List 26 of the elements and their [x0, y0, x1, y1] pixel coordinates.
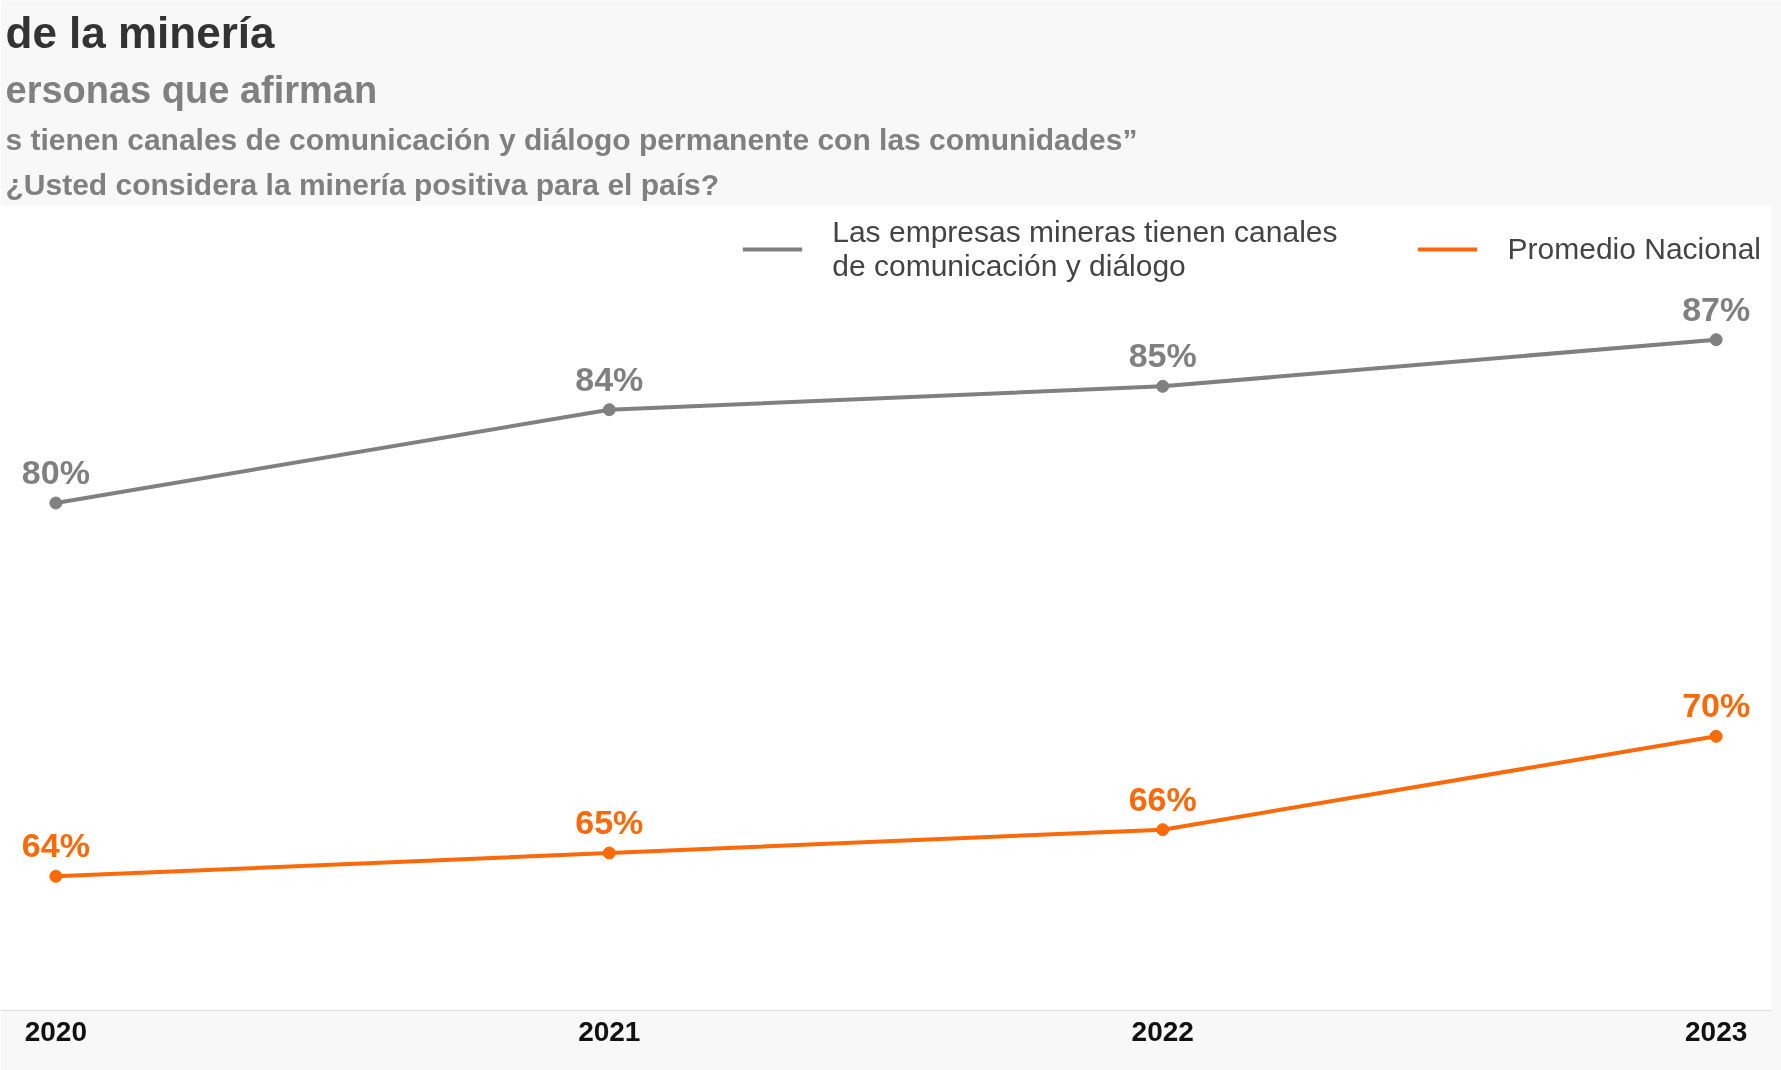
x-tick-label: 2020: [24, 1015, 87, 1047]
chart-title: de la minería: [5, 7, 276, 57]
point: [1709, 729, 1723, 743]
point: [1709, 333, 1723, 347]
chart-subtitle: ersonas que afirman: [5, 68, 378, 111]
legend-label: Las empresas mineras tienen canales de comunicación y diálogo: [832, 215, 1338, 283]
data-label: 66%: [1128, 779, 1197, 818]
point: [49, 869, 63, 883]
x-tick-label: 2021: [578, 1015, 641, 1047]
data-label: 84%: [575, 359, 644, 398]
point: [1156, 823, 1170, 837]
point: [602, 846, 616, 860]
text: s tienen canales de comunicación y diálogo permanente con las comunidades”: [5, 122, 1138, 156]
legend-label: Promedio Nacional: [1507, 232, 1761, 266]
data-label: 80%: [21, 453, 90, 491]
data-label: 70%: [1682, 686, 1751, 725]
data-label: 87%: [1682, 289, 1751, 328]
data-label: 85%: [1128, 336, 1197, 375]
point: [602, 403, 616, 417]
data-label: 65%: [575, 803, 644, 841]
x-tick-label: 2022: [1131, 1015, 1194, 1047]
data-label: 64%: [21, 826, 90, 865]
text: ¿Usted considera la minería positiva para el país?: [5, 167, 720, 201]
point: [49, 496, 63, 510]
point: [1156, 379, 1170, 393]
x-tick-label: 2023: [1685, 1015, 1748, 1047]
